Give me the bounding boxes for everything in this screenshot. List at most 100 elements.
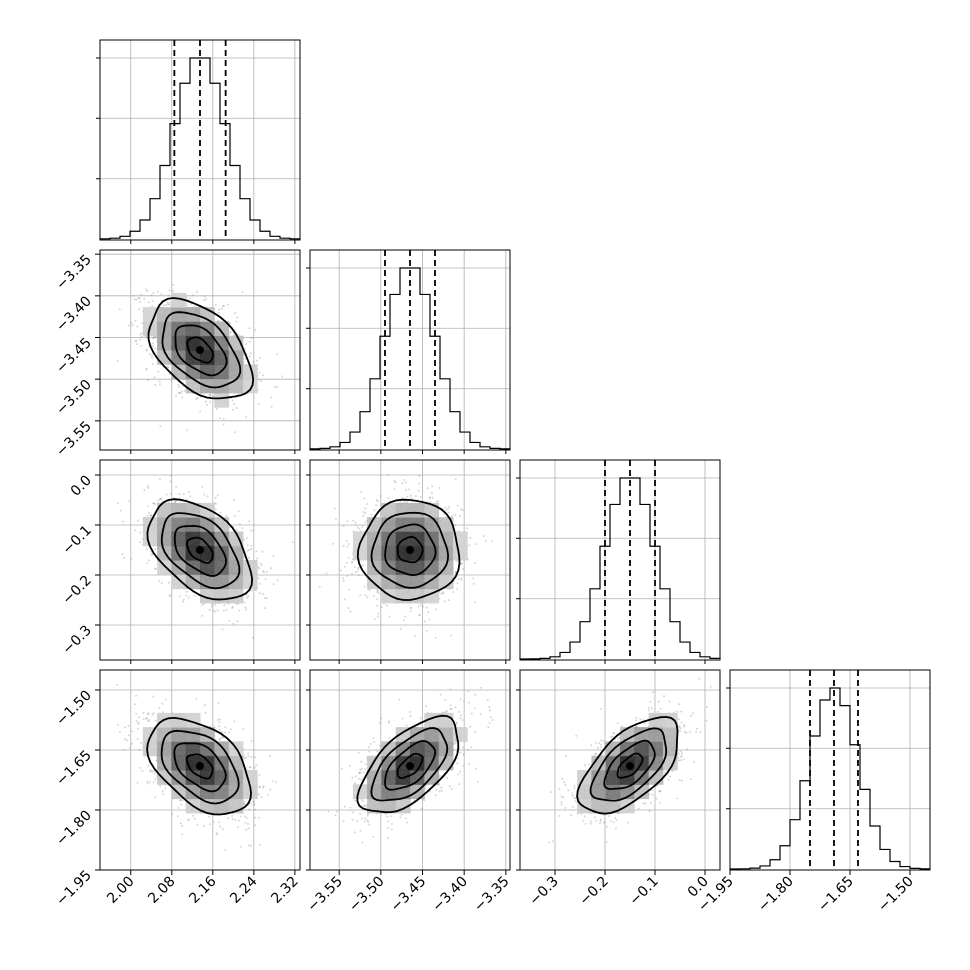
sample-point (243, 754, 245, 757)
sample-point (203, 493, 206, 496)
sample-point (291, 541, 294, 544)
sample-point (255, 359, 258, 362)
sample-point (272, 555, 275, 558)
sample-point (196, 823, 199, 826)
sample-point (445, 509, 448, 512)
sample-point (346, 520, 349, 523)
sample-point (434, 608, 437, 611)
sample-point (141, 322, 143, 325)
sample-point (214, 496, 217, 499)
sample-point (258, 567, 260, 570)
sample-point (217, 311, 220, 314)
sample-point (140, 344, 143, 347)
density-peak (196, 546, 204, 554)
sample-point (169, 301, 172, 304)
sample-point (275, 385, 278, 388)
sample-point (245, 416, 248, 419)
sample-point (474, 601, 477, 604)
sample-point (404, 489, 407, 491)
sample-point (260, 564, 263, 567)
sample-point (262, 786, 265, 789)
sample-point (482, 535, 485, 538)
sample-point (455, 560, 458, 563)
sample-point (257, 793, 260, 796)
density-cell (157, 531, 172, 547)
sample-point (262, 570, 265, 573)
sample-point (257, 403, 260, 406)
sample-point (360, 491, 363, 494)
sample-point (359, 594, 362, 597)
sample-point (223, 610, 225, 612)
sample-point (148, 769, 151, 772)
sample-point (468, 544, 471, 547)
sample-point (216, 718, 219, 721)
sample-point (403, 479, 405, 481)
sample-point (434, 636, 437, 639)
sample-point (406, 500, 409, 503)
histogram-step-line (729, 687, 931, 870)
sample-point (154, 548, 157, 550)
sample-point (168, 289, 171, 292)
sample-point (376, 500, 379, 503)
sample-point (149, 514, 152, 517)
sample-point (387, 497, 390, 500)
sample-point (422, 605, 425, 608)
sample-point (259, 562, 262, 565)
sample-point (221, 628, 224, 631)
sample-point (237, 333, 240, 336)
sample-point (145, 349, 148, 352)
density-cell (424, 545, 440, 561)
sample-point (231, 606, 234, 609)
sample-point (264, 578, 267, 581)
sample-point (335, 517, 337, 520)
sample-point (490, 540, 493, 543)
sample-point (426, 487, 429, 490)
sample-point (213, 603, 216, 606)
sample-point (138, 297, 141, 300)
sample-point (417, 489, 420, 492)
sample-point (266, 571, 268, 573)
sample-point (133, 298, 136, 301)
sample-point (214, 610, 217, 613)
sample-point (157, 499, 160, 502)
sample-point (256, 557, 259, 560)
density-cell (171, 531, 187, 547)
sample-point (201, 604, 203, 607)
sample-point (241, 291, 244, 293)
sample-point (159, 498, 162, 500)
sample-point (153, 376, 156, 379)
contour-level-2 (370, 511, 450, 589)
sample-point (179, 595, 182, 598)
sample-point (355, 571, 358, 574)
sample-point (377, 612, 380, 615)
sample-point (358, 528, 361, 530)
sample-point (169, 480, 172, 483)
sample-point (253, 588, 256, 591)
sample-point (245, 537, 248, 540)
sample-point (172, 283, 175, 286)
sample-point (135, 298, 138, 301)
histogram-panel-1 (306, 249, 511, 451)
sample-point (258, 592, 261, 595)
sample-point (164, 304, 167, 307)
sample-point (248, 520, 251, 523)
panel-frame (99, 459, 301, 661)
sample-point (189, 495, 192, 498)
sample-point (175, 485, 178, 488)
contour-level-2 (161, 311, 242, 389)
sample-point (208, 823, 211, 826)
sample-point (265, 597, 268, 600)
density-cell (185, 364, 201, 380)
sample-point (249, 529, 252, 532)
sample-point (142, 718, 145, 721)
sample-point (150, 770, 153, 773)
sample-point (254, 756, 256, 759)
sample-point (154, 796, 157, 799)
sample-point (165, 493, 168, 496)
sample-point (270, 396, 273, 399)
sample-point (229, 332, 231, 335)
sample-point (410, 496, 413, 499)
scatter-panel-1-2 (309, 459, 511, 661)
sample-point (243, 601, 246, 604)
sample-point (145, 367, 148, 370)
